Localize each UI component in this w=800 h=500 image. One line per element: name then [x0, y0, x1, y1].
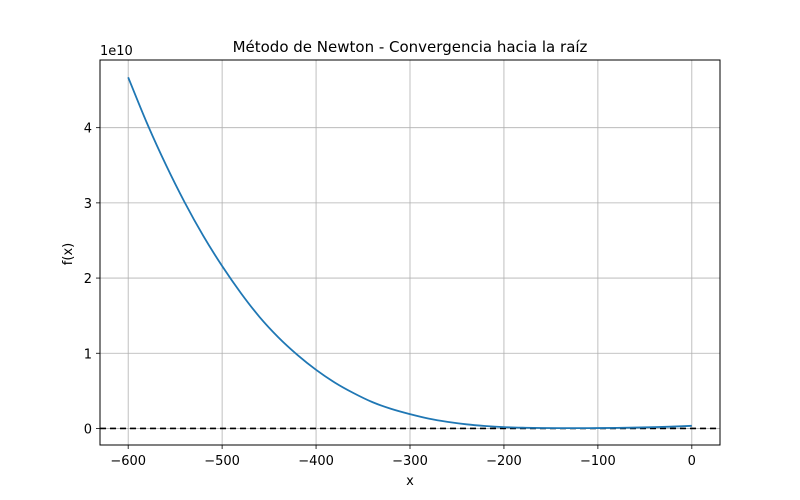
ticks: −600 −500 −400 −300 −200 −100 0 0 1 2 3 4 — [84, 122, 696, 469]
grid — [100, 60, 720, 445]
series-line — [127, 76, 692, 430]
y-tick-label: 3 — [84, 197, 92, 212]
x-tick-label: −200 — [486, 454, 522, 469]
x-tick-label: −300 — [392, 454, 428, 469]
x-tick-label: −100 — [580, 454, 616, 469]
chart-title: Método de Newton - Convergencia hacia la… — [233, 38, 588, 56]
y-tick-label: 0 — [84, 422, 92, 437]
x-axis-label: x — [406, 474, 414, 489]
x-tick-label: −500 — [204, 454, 240, 469]
x-tick-label: −400 — [298, 454, 334, 469]
y-tick-label: 4 — [84, 122, 92, 137]
x-tick-label: −600 — [110, 454, 146, 469]
y-axis-label: f(x) — [61, 243, 76, 265]
x-tick-label: 0 — [688, 454, 696, 469]
y-offset-label: 1e10 — [100, 44, 133, 59]
y-tick-label: 1 — [84, 347, 92, 362]
axes-frame — [99, 59, 721, 446]
plot-area — [100, 76, 720, 430]
y-tick-label: 2 — [84, 272, 92, 287]
